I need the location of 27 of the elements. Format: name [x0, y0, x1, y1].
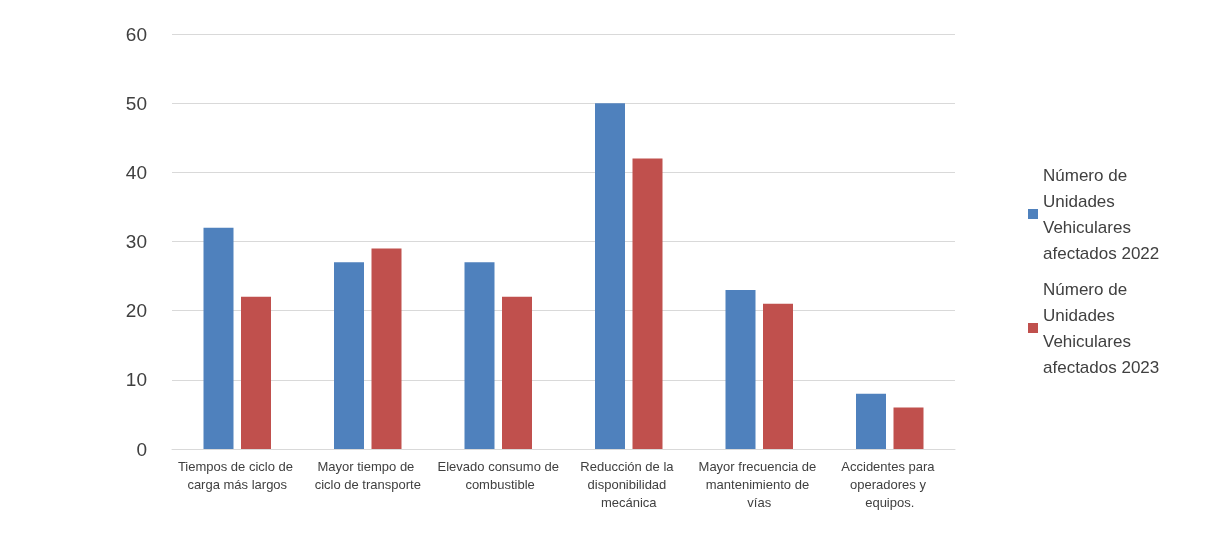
y-tick-label: 20	[125, 300, 147, 322]
bar	[334, 262, 364, 449]
x-tick-label: Tiempos de ciclo de carga más largos	[177, 458, 297, 492]
x-tick-label: Mayor frecuencia de mantenimiento de vías	[698, 458, 820, 510]
y-tick-label: 10	[125, 369, 147, 391]
bar	[502, 296, 532, 449]
legend-label: Número de Unidades Vehiculares afectados 2022	[1043, 165, 1160, 263]
y-tick-label: 50	[125, 92, 147, 114]
bar	[632, 158, 663, 449]
bar	[595, 103, 625, 449]
x-tick-label: Accidentes para operadores y equipos.	[841, 458, 939, 510]
bar	[464, 262, 495, 449]
bar	[241, 296, 271, 449]
y-tick-label: 40	[125, 161, 147, 183]
bar	[203, 227, 234, 449]
bar	[725, 289, 756, 449]
bar	[856, 393, 886, 449]
x-tick-label: Elevado consumo de combustible	[437, 458, 559, 492]
x-tick-label: Mayor tiempo de ciclo de transporte	[314, 458, 421, 492]
y-tick-label: 0	[136, 438, 147, 460]
y-tick-label: 30	[125, 231, 147, 252]
bar	[763, 303, 793, 449]
x-tick-label: Reducción de la disponibilidad mecánica	[580, 458, 678, 510]
legend-label: Número de Unidades Vehiculares afectados 2023	[1043, 279, 1160, 377]
bar	[371, 248, 402, 449]
y-tick-label: 60	[125, 23, 147, 45]
bar	[893, 407, 924, 449]
